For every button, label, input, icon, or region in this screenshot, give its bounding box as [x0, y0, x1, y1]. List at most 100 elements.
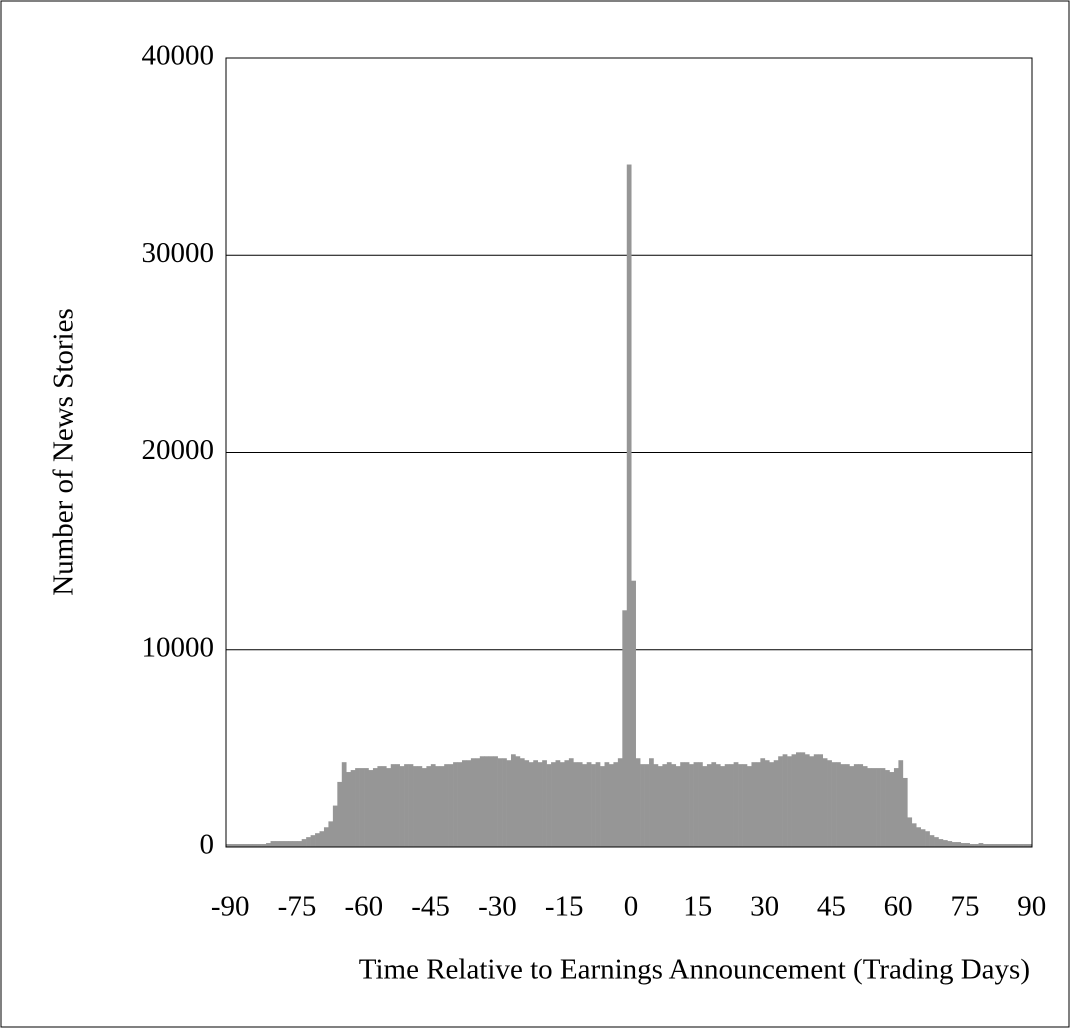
bar	[421, 768, 427, 847]
bar	[827, 760, 832, 847]
bar	[795, 752, 801, 847]
bar	[813, 754, 819, 847]
bar	[586, 762, 592, 847]
bar	[537, 762, 543, 847]
bar	[297, 841, 303, 847]
bar	[568, 758, 574, 847]
bar	[332, 805, 338, 847]
bar	[787, 756, 792, 847]
bar	[457, 762, 463, 847]
bar	[377, 766, 383, 847]
x-tick-label: -45	[411, 891, 450, 923]
bar	[582, 764, 587, 847]
bar	[600, 766, 605, 847]
bar	[965, 843, 970, 847]
bar	[279, 841, 285, 847]
x-tick-label: -75	[278, 891, 317, 923]
bar	[1027, 844, 1033, 847]
bar	[475, 758, 481, 847]
bar	[488, 756, 494, 847]
x-tick-label: 0	[624, 891, 639, 923]
bar	[306, 837, 311, 847]
bar	[849, 766, 855, 847]
bar	[608, 764, 614, 847]
bar	[769, 762, 775, 847]
bar	[323, 827, 329, 847]
bar	[635, 758, 641, 847]
bar	[444, 764, 449, 847]
bar	[1014, 844, 1019, 847]
y-axis-label: Number of News Stories	[48, 308, 80, 596]
bar	[902, 777, 908, 847]
bar	[346, 772, 351, 847]
bar	[239, 844, 245, 847]
bar	[760, 758, 766, 847]
bar	[684, 762, 690, 847]
bar	[493, 756, 498, 847]
bar	[885, 770, 890, 847]
x-tick-label: 30	[750, 891, 779, 923]
bar	[889, 772, 895, 847]
bar	[426, 766, 432, 847]
bar	[564, 760, 570, 847]
bar	[729, 764, 734, 847]
bar	[649, 758, 654, 847]
bar	[524, 760, 530, 847]
bar	[350, 770, 356, 847]
bar	[1005, 844, 1011, 847]
bar	[631, 580, 636, 847]
bar	[479, 756, 485, 847]
bar	[551, 762, 556, 847]
bar	[844, 764, 850, 847]
bar	[399, 766, 405, 847]
bar	[840, 764, 846, 847]
bar	[871, 768, 877, 847]
bar	[836, 762, 841, 847]
bar	[1018, 844, 1024, 847]
bar	[947, 841, 953, 847]
bar	[942, 840, 948, 847]
bar	[920, 829, 926, 847]
x-tick-label: -15	[545, 891, 584, 923]
bar	[510, 754, 516, 847]
x-tick-label: 45	[817, 891, 846, 923]
bar	[800, 752, 806, 847]
bar	[751, 762, 757, 847]
plot-border	[225, 57, 1033, 848]
bar	[390, 764, 396, 847]
bar	[706, 764, 712, 847]
bar	[355, 768, 360, 847]
bar	[417, 766, 423, 847]
bar	[862, 766, 868, 847]
x-tick-label: -60	[344, 891, 383, 923]
bar	[319, 831, 325, 847]
bar	[506, 760, 512, 847]
bar	[782, 754, 788, 847]
bar	[359, 768, 365, 847]
bar	[546, 764, 552, 847]
y-tick-label: 20000	[142, 434, 215, 466]
bar	[234, 844, 240, 847]
bar	[595, 762, 601, 847]
bar	[559, 762, 565, 847]
bar	[671, 764, 677, 847]
bar	[991, 844, 997, 847]
x-tick-label: 60	[884, 891, 913, 923]
bar	[733, 762, 739, 847]
bar	[528, 762, 534, 847]
bar	[226, 844, 231, 847]
bar	[542, 760, 547, 847]
bar	[956, 842, 962, 847]
bar	[702, 766, 708, 847]
bar	[898, 760, 904, 847]
bar	[555, 760, 561, 847]
bar	[876, 768, 881, 847]
bar	[711, 762, 717, 847]
bar	[497, 758, 503, 847]
bar	[791, 754, 797, 847]
x-tick-label: 75	[950, 891, 979, 923]
bar	[853, 764, 859, 847]
bar	[381, 766, 387, 847]
bar	[315, 833, 320, 847]
